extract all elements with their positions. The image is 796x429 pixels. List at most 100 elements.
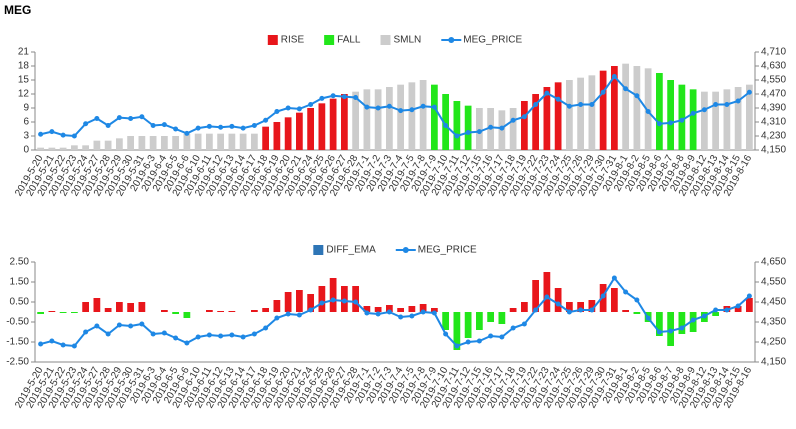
price-point — [566, 103, 572, 109]
price-point — [263, 325, 269, 331]
bar — [419, 304, 427, 312]
price-point — [544, 294, 550, 300]
price-point — [465, 339, 471, 345]
price-point — [724, 307, 730, 313]
bar — [453, 312, 461, 350]
bar — [183, 312, 191, 318]
bar — [149, 136, 157, 150]
bar — [273, 122, 281, 150]
bar — [59, 312, 67, 313]
y-tick-label: 3 — [23, 131, 29, 142]
price-point — [634, 297, 640, 303]
bar — [397, 308, 404, 312]
bar — [678, 84, 686, 150]
bar — [341, 94, 348, 150]
bar — [138, 302, 146, 312]
legend-swatch — [313, 245, 324, 255]
price-point — [218, 333, 224, 339]
price-point — [353, 299, 359, 305]
price-point — [600, 293, 606, 299]
bar — [284, 292, 292, 312]
bar — [599, 70, 607, 150]
bar — [453, 101, 461, 150]
price-point — [251, 123, 257, 128]
bar — [217, 311, 224, 312]
bar — [667, 80, 674, 150]
y-tick-label: 0.50 — [10, 297, 30, 308]
bar — [251, 133, 258, 150]
bar — [318, 103, 326, 150]
price-point — [409, 313, 415, 319]
bar — [689, 89, 697, 150]
price-point — [128, 323, 134, 329]
bar — [532, 94, 539, 150]
y2-tick-label: 4,230 — [761, 131, 786, 142]
price-point — [679, 325, 685, 331]
price-point — [229, 123, 235, 129]
bar — [543, 272, 551, 312]
price-point — [656, 121, 662, 127]
bar — [296, 112, 303, 150]
price-point — [375, 105, 381, 111]
price-point — [206, 123, 212, 129]
legend-swatch — [324, 35, 335, 45]
bar — [228, 133, 236, 150]
price-point — [71, 343, 77, 349]
bar — [431, 84, 438, 150]
bar — [329, 278, 337, 312]
bar — [712, 312, 719, 316]
price-point — [150, 331, 156, 337]
bar — [206, 133, 213, 150]
bar — [566, 302, 573, 312]
bar — [588, 75, 596, 150]
bar — [37, 312, 44, 314]
bar — [464, 105, 472, 150]
price-point — [398, 314, 404, 320]
price-point — [195, 334, 201, 340]
bar — [37, 147, 44, 150]
price-line — [40, 74, 750, 138]
price-point — [476, 338, 482, 344]
bar — [386, 87, 393, 150]
bar — [307, 108, 314, 150]
y-tick-label: 12 — [18, 89, 30, 100]
price-point — [566, 309, 572, 315]
price-point — [94, 323, 100, 329]
price-point — [589, 307, 595, 313]
price-point — [83, 121, 89, 127]
bar — [588, 300, 596, 312]
bar — [622, 63, 629, 150]
bar — [48, 311, 56, 312]
price-point — [668, 120, 674, 126]
bar — [318, 286, 326, 312]
price-point — [443, 123, 449, 128]
bar — [734, 306, 742, 312]
bar — [262, 126, 269, 150]
price-point — [634, 93, 640, 99]
bar — [217, 133, 224, 150]
price-point — [510, 325, 516, 331]
price-point — [555, 96, 561, 102]
price-point — [263, 117, 269, 123]
price-point — [645, 315, 651, 321]
bar — [307, 294, 314, 312]
legend-label: MEG_PRICE — [418, 245, 477, 256]
y2-tick-label: 4,710 — [761, 47, 786, 58]
price-point — [49, 338, 55, 344]
bar — [284, 117, 292, 150]
legend-swatch — [380, 35, 391, 45]
bar — [104, 140, 112, 150]
y-tick-label: -0.50 — [6, 317, 29, 328]
y2-tick-label: 4,250 — [761, 337, 786, 348]
price-point — [139, 114, 145, 120]
price-point — [465, 130, 471, 135]
legend-label: SMLN — [394, 35, 422, 46]
price-point — [611, 74, 617, 79]
y-tick-label: -2.50 — [6, 357, 29, 368]
bar — [296, 290, 303, 312]
y2-tick-label: 4,650 — [761, 257, 786, 268]
price-point — [679, 117, 685, 123]
bar — [172, 312, 179, 314]
price-point — [71, 133, 77, 139]
